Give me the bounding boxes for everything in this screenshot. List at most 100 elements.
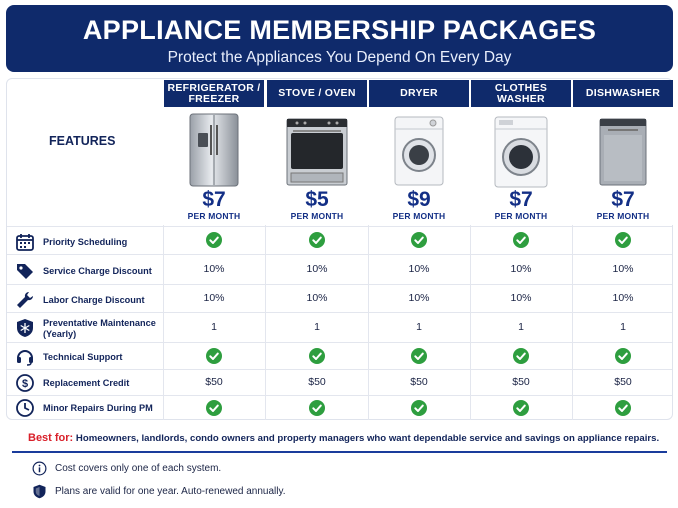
check-icon	[615, 347, 631, 364]
feature-label: Labor Charge Discount	[43, 295, 145, 305]
headset-icon	[17, 350, 33, 366]
plan-stove: $5 PER MONTH	[267, 107, 367, 225]
plan-price: $7	[509, 188, 533, 211]
wrench-icon	[17, 291, 34, 308]
plan-name: DISHWASHER	[585, 87, 661, 99]
note-text: Cost covers only one of each system.	[55, 463, 222, 474]
feature-row-minor-repairs: Minor Repairs During PM	[7, 395, 672, 420]
column-divider	[368, 225, 369, 420]
check-icon	[471, 342, 571, 369]
column-divider	[265, 225, 266, 420]
check-icon	[471, 395, 571, 420]
feature-row-priority-scheduling: Priority Scheduling	[7, 226, 672, 254]
check-icon	[267, 342, 367, 369]
feature-label: Service Charge Discount	[43, 266, 152, 276]
washer-icon	[494, 116, 548, 188]
check-icon	[206, 232, 222, 248]
plan-header-dishwasher: DISHWASHER	[573, 80, 673, 107]
plan-price: $7	[202, 188, 226, 211]
plan-name: DRYER	[400, 87, 438, 99]
check-icon	[513, 399, 529, 416]
dryer-icon	[394, 116, 444, 186]
check-icon	[309, 347, 325, 364]
feature-row-tech-support: Technical Support	[7, 342, 672, 369]
feature-row-maintenance: Preventative Maintenance (Yearly)	[7, 312, 672, 342]
feature-value: 10%	[306, 292, 328, 304]
feature-value: 1	[211, 321, 217, 333]
plan-refrigerator: $7 PER MONTH	[164, 107, 264, 225]
info-icon	[32, 461, 47, 476]
refrigerator-icon	[189, 113, 239, 187]
plan-price: $7	[611, 188, 635, 211]
feature-value: 10%	[306, 263, 328, 275]
plan-period: PER MONTH	[392, 211, 446, 221]
plan-name: CLOTHES WASHER	[494, 81, 548, 105]
page-header: APPLIANCE MEMBERSHIP PACKAGES Protect th…	[6, 5, 673, 72]
feature-label: Priority Scheduling	[43, 237, 128, 247]
check-icon	[369, 395, 469, 420]
feature-value: 10%	[612, 292, 634, 304]
svg-text:$: $	[22, 378, 28, 390]
check-icon	[369, 226, 469, 254]
feature-value: $50	[308, 376, 326, 388]
feature-label: Replacement Credit	[43, 378, 130, 388]
feature-value: $50	[205, 376, 223, 388]
feature-value: 10%	[203, 292, 225, 304]
dollar-icon: $	[16, 374, 34, 392]
plan-price: $9	[407, 188, 431, 211]
feature-value: 1	[314, 321, 320, 333]
check-icon	[573, 395, 673, 420]
plan-washer: $7 PER MONTH	[471, 107, 571, 225]
check-icon	[206, 399, 222, 416]
feature-label: Preventative Maintenance (Yearly)	[43, 318, 156, 339]
best-for-lead: Best for:	[28, 432, 74, 444]
feature-value: 1	[620, 321, 626, 333]
check-icon	[411, 347, 427, 364]
check-icon	[206, 347, 222, 364]
feature-label: Minor Repairs During PM	[43, 403, 153, 413]
check-icon	[369, 342, 469, 369]
plan-price: $5	[305, 188, 329, 211]
plan-period: PER MONTH	[596, 211, 650, 221]
shield-icon	[33, 484, 46, 499]
calendar-icon	[16, 234, 34, 251]
page-subtitle: Protect the Appliances You Depend On Eve…	[167, 49, 512, 66]
feature-value: 1	[416, 321, 422, 333]
feature-row-labor-charge: Labor Charge Discount	[7, 284, 672, 312]
feature-value: $50	[614, 376, 632, 388]
check-icon	[164, 342, 264, 369]
feature-value: 10%	[510, 263, 532, 275]
best-for-text: Homeowners, landlords, condo owners and …	[75, 433, 660, 444]
plan-header-washer: CLOTHES WASHER	[471, 80, 571, 107]
stove-icon	[286, 118, 348, 186]
column-divider	[163, 225, 164, 420]
check-icon	[411, 399, 427, 416]
snowflake-shield-icon	[17, 319, 33, 337]
plan-period: PER MONTH	[187, 211, 241, 221]
column-divider	[572, 225, 573, 420]
check-icon	[164, 226, 264, 254]
dishwasher-icon	[599, 118, 647, 186]
plan-header-dryer: DRYER	[369, 80, 469, 107]
check-icon	[615, 232, 631, 248]
feature-value: $50	[512, 376, 530, 388]
plan-period: PER MONTH	[290, 211, 344, 221]
plan-dryer: $9 PER MONTH	[369, 107, 469, 225]
check-icon	[411, 232, 427, 248]
feature-value: 1	[518, 321, 524, 333]
check-icon	[267, 226, 367, 254]
plan-period: PER MONTH	[494, 211, 548, 221]
check-icon	[513, 232, 529, 248]
check-icon	[309, 232, 325, 248]
check-icon	[573, 226, 673, 254]
feature-label: Technical Support	[43, 352, 123, 362]
check-icon	[267, 395, 367, 420]
check-icon	[471, 226, 571, 254]
note-cost: Cost covers only one of each system.	[32, 461, 221, 476]
features-heading: FEATURES	[49, 134, 116, 148]
check-icon	[513, 347, 529, 364]
check-icon	[309, 399, 325, 416]
plan-header-stove: STOVE / OVEN	[267, 80, 367, 107]
section-divider	[12, 451, 667, 453]
plan-dishwasher: $7 PER MONTH	[573, 107, 673, 225]
